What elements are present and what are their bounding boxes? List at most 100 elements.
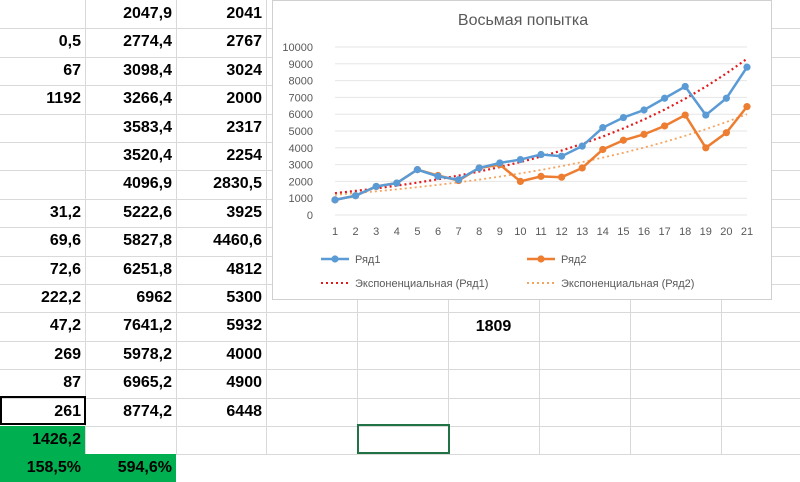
x-tick-label: 12 [555, 226, 567, 238]
series-1-point [413, 166, 421, 174]
cell-a-1[interactable] [0, 0, 85, 28]
cell-c-8[interactable]: 3925 [226, 204, 262, 221]
cell-c-10[interactable]: 4812 [226, 261, 262, 278]
cell-b-17[interactable]: 594,6% [85, 454, 176, 482]
series-1-point [640, 106, 648, 114]
grid-row-line [0, 312, 800, 313]
cell-a-9[interactable]: 69,6 [49, 232, 81, 249]
cell-a-17[interactable]: 158,5% [0, 454, 85, 482]
cell-c-3[interactable]: 3024 [226, 62, 262, 79]
active-cell[interactable] [357, 424, 450, 454]
cell-c-4[interactable]: 2000 [226, 90, 262, 107]
cell-c-5[interactable]: 2317 [226, 119, 262, 136]
cell-b-9[interactable]: 5827,8 [123, 232, 172, 249]
legend-marker [331, 255, 339, 263]
x-tick-label: 13 [576, 226, 588, 238]
series-1-point [558, 152, 566, 160]
cell-a-5[interactable] [0, 114, 85, 142]
cell-b-6[interactable]: 3520,4 [123, 147, 172, 164]
cell-b-8[interactable]: 5222,6 [123, 204, 172, 221]
chart-svg: Восьмая попытка 0 1000 2000 3000 4000 5000 6000… [282, 12, 753, 290]
cell-b-15[interactable]: 8774,2 [123, 403, 172, 420]
x-tick-label: 1 [332, 226, 338, 238]
legend-trend-label: Экспоненциальная (Ряд1) [355, 278, 488, 290]
cell-a-4[interactable]: 1192 [46, 90, 81, 107]
cell-a-11[interactable]: 222,2 [40, 289, 81, 306]
x-tick-label: 18 [679, 226, 691, 238]
cell-c-2[interactable]: 2767 [226, 33, 262, 50]
cell-b-3[interactable]: 3098,4 [123, 62, 172, 79]
series-1-point [722, 94, 730, 102]
cell-c-7[interactable]: 2830,5 [213, 175, 262, 192]
cell-c-12[interactable]: 5932 [226, 317, 262, 334]
cell-a-13[interactable]: 269 [54, 346, 81, 363]
x-tick-label: 4 [394, 226, 400, 238]
cell-a-10[interactable]: 72,6 [49, 261, 81, 278]
series-2-point [599, 145, 607, 154]
y-tick-label: 10000 [282, 42, 313, 54]
cell-a-7[interactable] [0, 170, 85, 198]
series-1-point [372, 182, 380, 191]
x-tick-label: 9 [497, 226, 503, 238]
cell-a-14[interactable]: 87 [63, 374, 81, 391]
cell-c-11[interactable]: 5300 [226, 289, 262, 306]
y-tick-label: 0 [307, 210, 313, 222]
cell-b-14[interactable]: 6965,2 [123, 374, 172, 391]
cell-b-11[interactable]: 6962 [136, 289, 172, 306]
series-1-point [434, 172, 442, 180]
series-1-point [516, 155, 524, 164]
x-tick-label: 20 [720, 226, 732, 238]
x-tick-label: 16 [638, 226, 650, 238]
series-2-point [702, 144, 710, 152]
series-1-point [599, 124, 607, 132]
x-tick-label: 11 [535, 226, 546, 238]
chart[interactable]: Восьмая попытка 0 1000 2000 3000 4000 5000 6000… [272, 0, 772, 300]
cell-b-7[interactable]: 4096,9 [123, 175, 172, 192]
x-tick-label: 3 [373, 226, 379, 238]
cell-c-9[interactable]: 4460,6 [213, 232, 262, 249]
cell-b-10[interactable]: 6251,8 [123, 261, 172, 278]
cell-b-5[interactable]: 3583,4 [123, 119, 172, 136]
series-1-point [475, 164, 483, 172]
cell-c-13[interactable]: 4000 [226, 346, 262, 363]
cell-a-8[interactable]: 31,2 [49, 204, 81, 221]
cell-c-14[interactable]: 4900 [226, 374, 262, 391]
cell-a-6[interactable] [0, 142, 85, 170]
series-1-point [496, 159, 504, 167]
cell-c-16[interactable] [176, 426, 266, 454]
chart-title: Восьмая попытка [458, 12, 588, 29]
series-1-point [661, 94, 669, 102]
y-tick-label: 6000 [289, 109, 313, 121]
cell-a-3[interactable]: 67 [63, 62, 81, 79]
series-1-point [681, 82, 689, 91]
cell-c-1[interactable]: 2041 [226, 5, 262, 22]
cell-c-17[interactable] [176, 454, 266, 482]
cell-b-2[interactable]: 2774,4 [123, 33, 172, 50]
x-tick-label: 10 [514, 226, 526, 238]
cell-b-12[interactable]: 7641,2 [123, 317, 172, 334]
series-1-point [619, 113, 627, 122]
cell-b-4[interactable]: 3266,4 [123, 90, 172, 107]
cell-c-15[interactable]: 6448 [226, 403, 262, 420]
legend-marker [537, 255, 545, 263]
cell-a-15[interactable]: 261 [54, 403, 81, 420]
cell-c-6[interactable]: 2254 [226, 147, 262, 164]
cell-b-13[interactable]: 5978,2 [123, 346, 172, 363]
y-tick-label: 3000 [289, 160, 313, 172]
x-tick-label: 6 [435, 226, 441, 238]
y-tick-label: 2000 [289, 176, 313, 188]
extra-value-cell[interactable]: 1809 [475, 318, 512, 335]
y-tick-label: 1000 [289, 193, 313, 205]
cell-a-12[interactable]: 47,2 [49, 317, 81, 334]
series-1-point [743, 63, 751, 71]
cell-a-2[interactable]: 0,5 [58, 33, 81, 50]
series-2-point [661, 122, 669, 130]
y-tick-label: 9000 [289, 59, 313, 71]
x-tick-label: 14 [597, 226, 609, 238]
series-2-point [722, 129, 730, 137]
cell-b-1[interactable]: 2047,9 [123, 5, 172, 22]
cell-b-16[interactable] [85, 426, 176, 454]
cell-a-16[interactable]: 1426,2 [0, 426, 85, 454]
series-1-point [578, 142, 586, 150]
legend-label: Ряд1 [355, 254, 380, 266]
